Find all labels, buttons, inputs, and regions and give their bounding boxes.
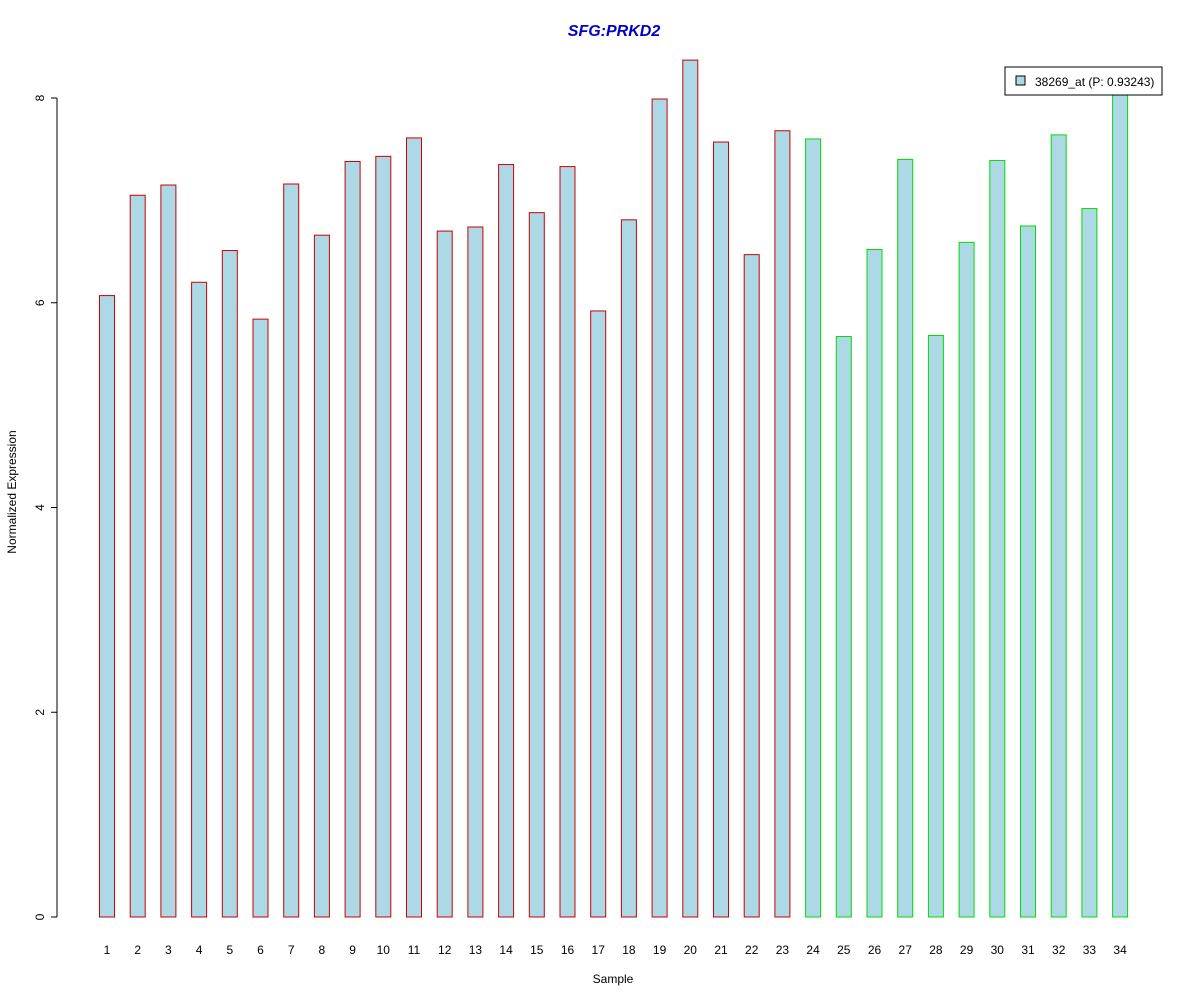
x-tick-label: 31 [1021,943,1035,957]
bar [283,183,300,918]
bar [774,130,791,918]
y-axis: 0 2 4 6 8 [33,94,58,920]
y-axis-label: Normalized Expression [5,430,19,553]
x-axis-label: Sample [593,972,634,986]
bar [406,137,422,918]
bar [436,230,453,918]
x-tick-label: 16 [561,943,575,957]
x-tick-label: 18 [622,943,636,957]
bar [743,254,760,918]
bar [1020,225,1036,918]
x-tick-label: 17 [592,943,606,957]
legend-swatch [1015,75,1026,86]
x-tick-label: 7 [288,943,295,957]
bar [528,212,545,918]
x-tick-label: 21 [714,943,728,957]
x-tick-label: 29 [960,943,974,957]
x-tick-label: 11 [408,943,421,957]
y-tick-label: 4 [33,504,47,511]
legend: 38269_at (P: 0.93243) [1004,66,1163,96]
bar [99,295,115,918]
x-tick-label: 25 [837,943,851,957]
bar [221,250,238,918]
x-tick-label: 6 [257,943,264,957]
x-tick-label: 12 [438,943,452,957]
bar [313,234,330,918]
x-tick-label: 10 [377,943,391,957]
x-tick-label: 22 [745,943,759,957]
x-tick-label: 30 [991,943,1005,957]
x-tick-label: 27 [899,943,913,957]
bar [958,241,975,918]
bar [129,194,146,918]
bar [805,138,822,918]
legend-box [1004,66,1163,96]
y-tick-label: 8 [33,94,47,101]
bar [498,164,515,918]
chart-title: SFG:PRKD2 [568,23,661,40]
bar [1081,208,1098,918]
x-tick-label: 3 [165,943,172,957]
bar [713,141,729,918]
x-tick-label: 33 [1083,943,1097,957]
bar [651,98,668,918]
x-tick-label: 23 [776,943,790,957]
bar [897,158,914,918]
x-tick-label: 8 [319,943,326,957]
x-tick-label: 28 [929,943,943,957]
x-tick-label: 14 [499,943,513,957]
x-tick-label: 24 [806,943,820,957]
bar [1050,134,1067,918]
bar [1112,87,1129,918]
x-tick-labels: 1 2 3 4 5 6 7 8 9 10 11 12 13 14 15 16 17 18 19 20 21 22 23 24 2… [104,943,1127,957]
bar [375,155,392,918]
bar [160,184,177,918]
x-tick-label: 4 [196,943,203,957]
y-tick-label: 0 [33,913,47,920]
x-tick-label: 9 [349,943,356,957]
x-tick-label: 5 [226,943,233,957]
bar [620,219,637,918]
x-tick-label: 32 [1052,943,1066,957]
x-tick-label: 34 [1113,943,1127,957]
x-tick-label: 1 [104,943,111,957]
bar [682,59,699,918]
bar [252,318,269,918]
bar [467,226,484,918]
x-tick-label: 19 [653,943,667,957]
x-tick-label: 2 [134,943,141,957]
legend-series-label: 38269_at (P: 0.93243) [1035,75,1154,89]
x-tick-label: 15 [530,943,544,957]
bar [927,335,944,918]
y-tick-label: 2 [33,709,47,716]
bar [866,249,883,918]
x-tick-label: 26 [868,943,882,957]
bar [590,310,607,918]
bar [191,281,208,918]
x-tick-label: 13 [469,943,483,957]
x-tick-label: 20 [684,943,698,957]
bar [835,336,852,918]
y-tick-label: 6 [33,299,47,306]
bar [989,159,1006,918]
bar [559,166,576,918]
bar [344,160,361,918]
bars [99,59,1129,918]
